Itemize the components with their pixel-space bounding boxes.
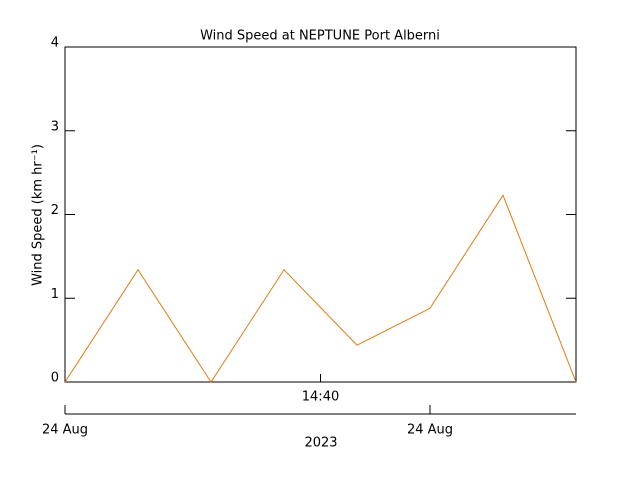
y-tick-label: 3	[51, 119, 59, 134]
x-tick-label: 14:40	[302, 390, 339, 405]
y-axis-label: Wind Speed (km hr⁻¹)	[31, 144, 46, 286]
chart-title: Wind Speed at NEPTUNE Port Alberni	[200, 29, 440, 44]
x-axis-label: 2023	[304, 436, 337, 451]
y-tick-label: 2	[51, 203, 59, 218]
series-line	[64, 194, 577, 383]
date-tick-label: 24 Aug	[42, 423, 88, 438]
y-tick-label: 1	[51, 287, 59, 302]
plot-frame	[64, 46, 577, 383]
y-tick-label: 4	[51, 36, 59, 51]
date-tick-label: 24 Aug	[407, 423, 453, 438]
y-tick-label: 0	[51, 371, 59, 386]
